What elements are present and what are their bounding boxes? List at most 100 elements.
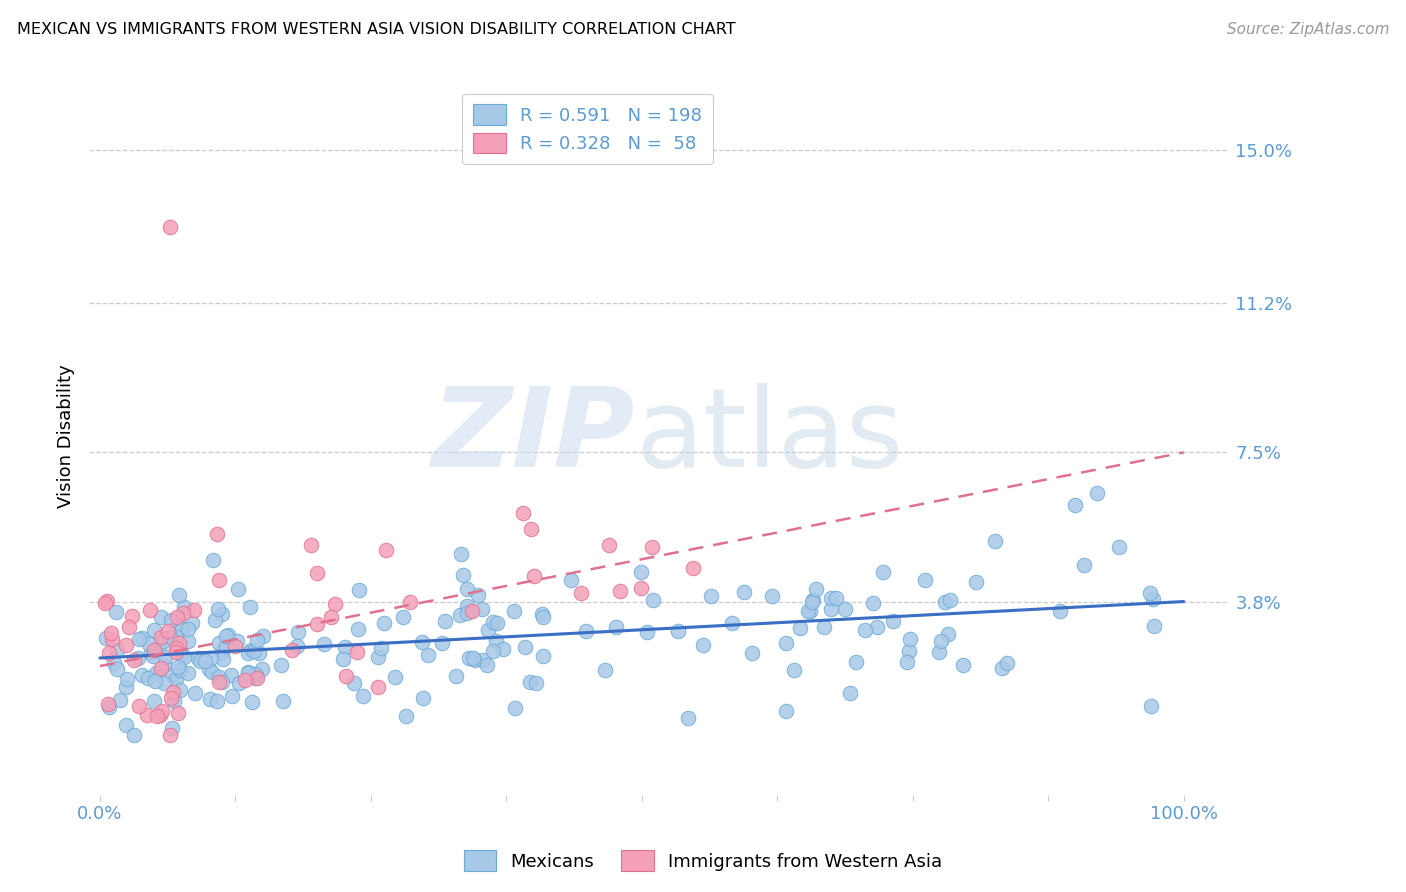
Point [965,575,987,590]
Point [187,650,209,665]
Point [240,695,263,709]
Point [162,685,184,699]
Point [166,630,188,644]
Point [236,665,259,679]
Point [866,620,889,634]
Point [444,669,467,683]
Point [928,645,950,659]
Point [839,686,862,700]
Point [395,709,418,723]
Point [741,646,763,660]
Point [929,634,952,648]
Point [515,640,537,655]
Point [108,693,131,707]
Point [152,676,174,690]
Point [122,653,145,667]
Point [201,553,224,567]
Point [169,663,191,677]
Point [373,615,395,630]
Point [430,636,453,650]
Point [169,682,191,697]
Point [205,694,228,708]
Point [630,566,652,580]
Point [692,638,714,652]
Point [128,632,150,646]
Point [118,619,141,633]
Point [94,596,117,610]
Point [166,618,188,632]
Point [392,610,415,624]
Point [575,624,598,638]
Point [200,650,222,665]
Point [142,642,165,657]
Point [121,609,143,624]
Point [384,670,406,684]
Point [128,698,150,713]
Point [97,697,120,711]
Point [221,689,243,703]
Point [323,597,346,611]
Point [152,634,174,648]
Point [149,707,172,722]
Point [461,651,484,665]
Point [862,595,884,609]
Point [173,599,195,614]
Point [804,582,827,597]
Point [166,610,188,624]
Point [464,652,486,666]
Point [1064,498,1087,512]
Point [215,640,238,654]
Point [347,583,370,598]
Point [270,657,292,672]
Point [472,653,495,667]
Point [197,662,219,676]
Point [165,672,187,686]
Point [176,622,198,636]
Point [188,654,211,668]
Point [319,610,342,624]
Point [105,662,128,676]
Point [149,630,172,644]
Point [176,666,198,681]
Point [434,614,457,628]
Point [105,642,128,657]
Point [135,708,157,723]
Point [450,547,472,561]
Point [150,704,173,718]
Point [456,599,478,613]
Point [803,593,825,607]
Point [205,527,228,541]
Point [374,543,396,558]
Point [609,584,631,599]
Point [449,607,471,622]
Point [143,674,166,689]
Point [245,671,267,685]
Point [162,668,184,682]
Point [177,633,200,648]
Point [139,603,162,617]
Point [208,670,231,684]
Point [163,693,186,707]
Point [1085,485,1108,500]
Point [451,568,474,582]
Point [569,586,592,600]
Point [503,700,526,714]
Point [347,622,370,636]
Point [145,709,167,723]
Point [825,591,848,605]
Point [820,602,842,616]
Point [299,537,322,551]
Point [131,632,153,646]
Point [97,646,120,660]
Point [243,666,266,681]
Point [813,620,835,634]
Point [157,624,180,639]
Point [94,631,117,645]
Point [153,649,176,664]
Point [799,604,821,618]
Point [995,656,1018,670]
Point [412,691,434,706]
Point [800,595,823,609]
Point [238,666,260,681]
Point [761,589,783,603]
